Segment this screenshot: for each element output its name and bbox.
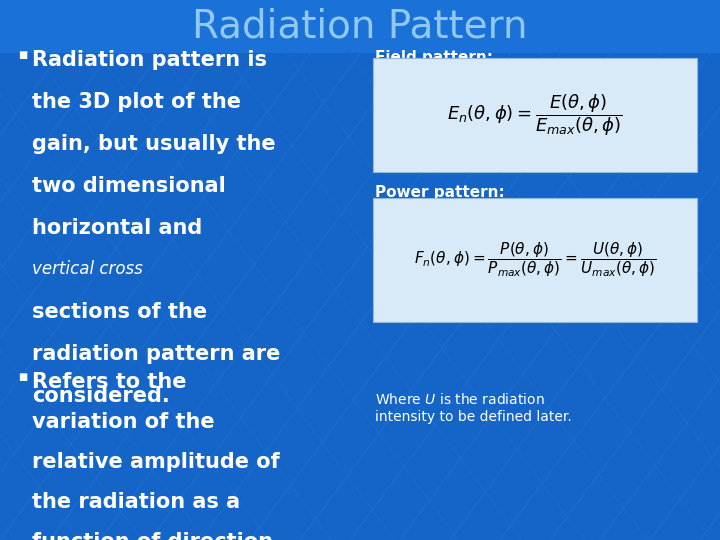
Text: ■: ■ bbox=[18, 372, 27, 382]
Text: sections of the: sections of the bbox=[32, 302, 207, 322]
Text: relative amplitude of: relative amplitude of bbox=[32, 452, 280, 472]
Text: $F_n(\theta,\phi) = \dfrac{P(\theta,\phi)}{P_{max}(\theta,\phi)} = \dfrac{U(\the: $F_n(\theta,\phi) = \dfrac{P(\theta,\phi… bbox=[414, 241, 656, 279]
Text: radiation pattern are: radiation pattern are bbox=[32, 344, 280, 364]
Text: Radiation Pattern: Radiation Pattern bbox=[192, 8, 528, 46]
Text: the 3D plot of the: the 3D plot of the bbox=[32, 92, 241, 112]
FancyBboxPatch shape bbox=[0, 0, 720, 53]
Text: intensity to be defined later.: intensity to be defined later. bbox=[375, 410, 572, 424]
Text: gain, but usually the: gain, but usually the bbox=[32, 134, 276, 154]
Text: Radiation pattern is: Radiation pattern is bbox=[32, 50, 267, 70]
FancyBboxPatch shape bbox=[373, 58, 697, 172]
Text: $E_n(\theta,\phi) = \dfrac{E(\theta,\phi)}{E_{max}(\theta,\phi)}$: $E_n(\theta,\phi) = \dfrac{E(\theta,\phi… bbox=[447, 92, 623, 138]
Text: Field pattern:: Field pattern: bbox=[375, 50, 493, 65]
Text: Power pattern:: Power pattern: bbox=[375, 185, 505, 200]
Text: function of direction.: function of direction. bbox=[32, 532, 281, 540]
Text: ■: ■ bbox=[18, 50, 27, 60]
Text: considered.: considered. bbox=[32, 386, 170, 406]
Text: variation of the: variation of the bbox=[32, 412, 215, 432]
Text: Refers to the: Refers to the bbox=[32, 372, 186, 392]
Text: vertical cross: vertical cross bbox=[32, 260, 143, 278]
Text: Where $\mathit{U}$ is the radiation: Where $\mathit{U}$ is the radiation bbox=[375, 392, 545, 407]
Text: two dimensional: two dimensional bbox=[32, 176, 226, 196]
Text: horizontal and: horizontal and bbox=[32, 218, 202, 238]
Text: the radiation as a: the radiation as a bbox=[32, 492, 240, 512]
FancyBboxPatch shape bbox=[373, 198, 697, 322]
